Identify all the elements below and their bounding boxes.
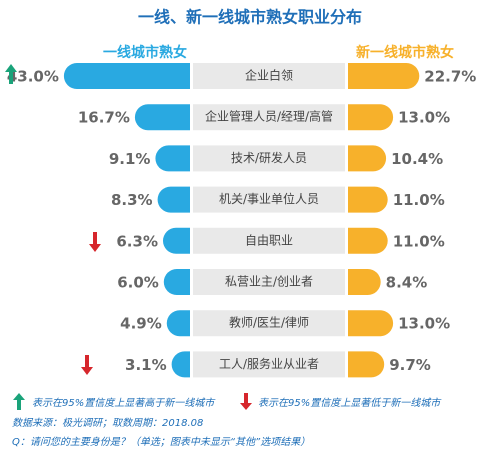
bar-left [171, 351, 190, 378]
note: Q：请问您的主要身份是？（单选；图表中未显示“其他”选项结果） [12, 436, 310, 448]
category-label: 企业白领 [245, 68, 293, 83]
bar-left [63, 63, 190, 89]
bar-right [348, 104, 394, 131]
rows: 企业白领 43.0% 22.7% 企业管理人员/经理/高管 16.7% 13.0% 技术/研… [7, 63, 476, 378]
bar-right [348, 145, 387, 172]
value-label: 11.0% [393, 191, 445, 209]
value-label: 13.0% [398, 315, 450, 333]
bar-left [163, 269, 190, 295]
legend-left: 一线城市熟女 [103, 44, 187, 61]
category-box [193, 227, 345, 254]
value-label: 6.0% [117, 274, 159, 292]
value-label: 10.4% [391, 150, 443, 168]
bar-left [166, 310, 190, 337]
category-label: 私营业主/创业者 [225, 275, 313, 289]
category-label: 企业管理人员/经理/高管 [205, 109, 333, 124]
bar-left [162, 227, 190, 254]
category-box [193, 310, 345, 337]
bar-right [348, 310, 394, 337]
category-box [193, 351, 345, 378]
category-label: 机关/事业单位人员 [219, 191, 319, 206]
note-up-arrow [13, 393, 25, 410]
bar-left [155, 145, 190, 172]
value-label: 9.1% [109, 150, 151, 168]
chart-title: 一线、新一线城市熟女职业分布 [138, 8, 362, 27]
value-label: 11.0% [393, 232, 445, 250]
up-arrow [5, 64, 17, 84]
bar-right [348, 63, 420, 89]
value-label: 13.0% [398, 109, 450, 127]
note: 表示在95%置信度上显著低于新一线城市 [258, 397, 442, 409]
bar-right [348, 269, 381, 295]
bar-left [157, 186, 190, 213]
category-box [193, 145, 345, 172]
bar-left [134, 104, 190, 131]
value-label: 9.7% [389, 356, 431, 374]
category-box [193, 269, 345, 295]
category-box [193, 104, 345, 131]
category-box [193, 186, 345, 213]
note: 表示在95%置信度上显著高于新一线城市 [32, 397, 216, 409]
value-label: 3.1% [125, 356, 167, 374]
category-label: 教师/医生/律师 [229, 315, 309, 330]
bar-right [348, 186, 388, 213]
note-down-arrow [240, 393, 252, 410]
legend-right: 新一线城市熟女 [356, 44, 454, 61]
note: 数据来源：极光调研；取数周期：2018.08 [12, 417, 203, 429]
value-label: 8.4% [386, 274, 428, 292]
value-label: 6.3% [116, 232, 158, 250]
category-box [193, 63, 345, 89]
down-arrow [81, 355, 93, 375]
value-label: 8.3% [111, 191, 153, 209]
category-label: 自由职业 [245, 233, 293, 247]
bar-right [348, 351, 385, 378]
category-label: 技术/研发人员 [231, 150, 307, 165]
down-arrow [89, 232, 101, 252]
value-label: 43.0% [7, 68, 59, 86]
category-label: 工人/服务业从业者 [219, 356, 319, 371]
value-label: 16.7% [78, 109, 130, 127]
bar-right [348, 227, 388, 254]
value-label: 4.9% [120, 315, 162, 333]
value-label: 22.7% [424, 68, 476, 86]
